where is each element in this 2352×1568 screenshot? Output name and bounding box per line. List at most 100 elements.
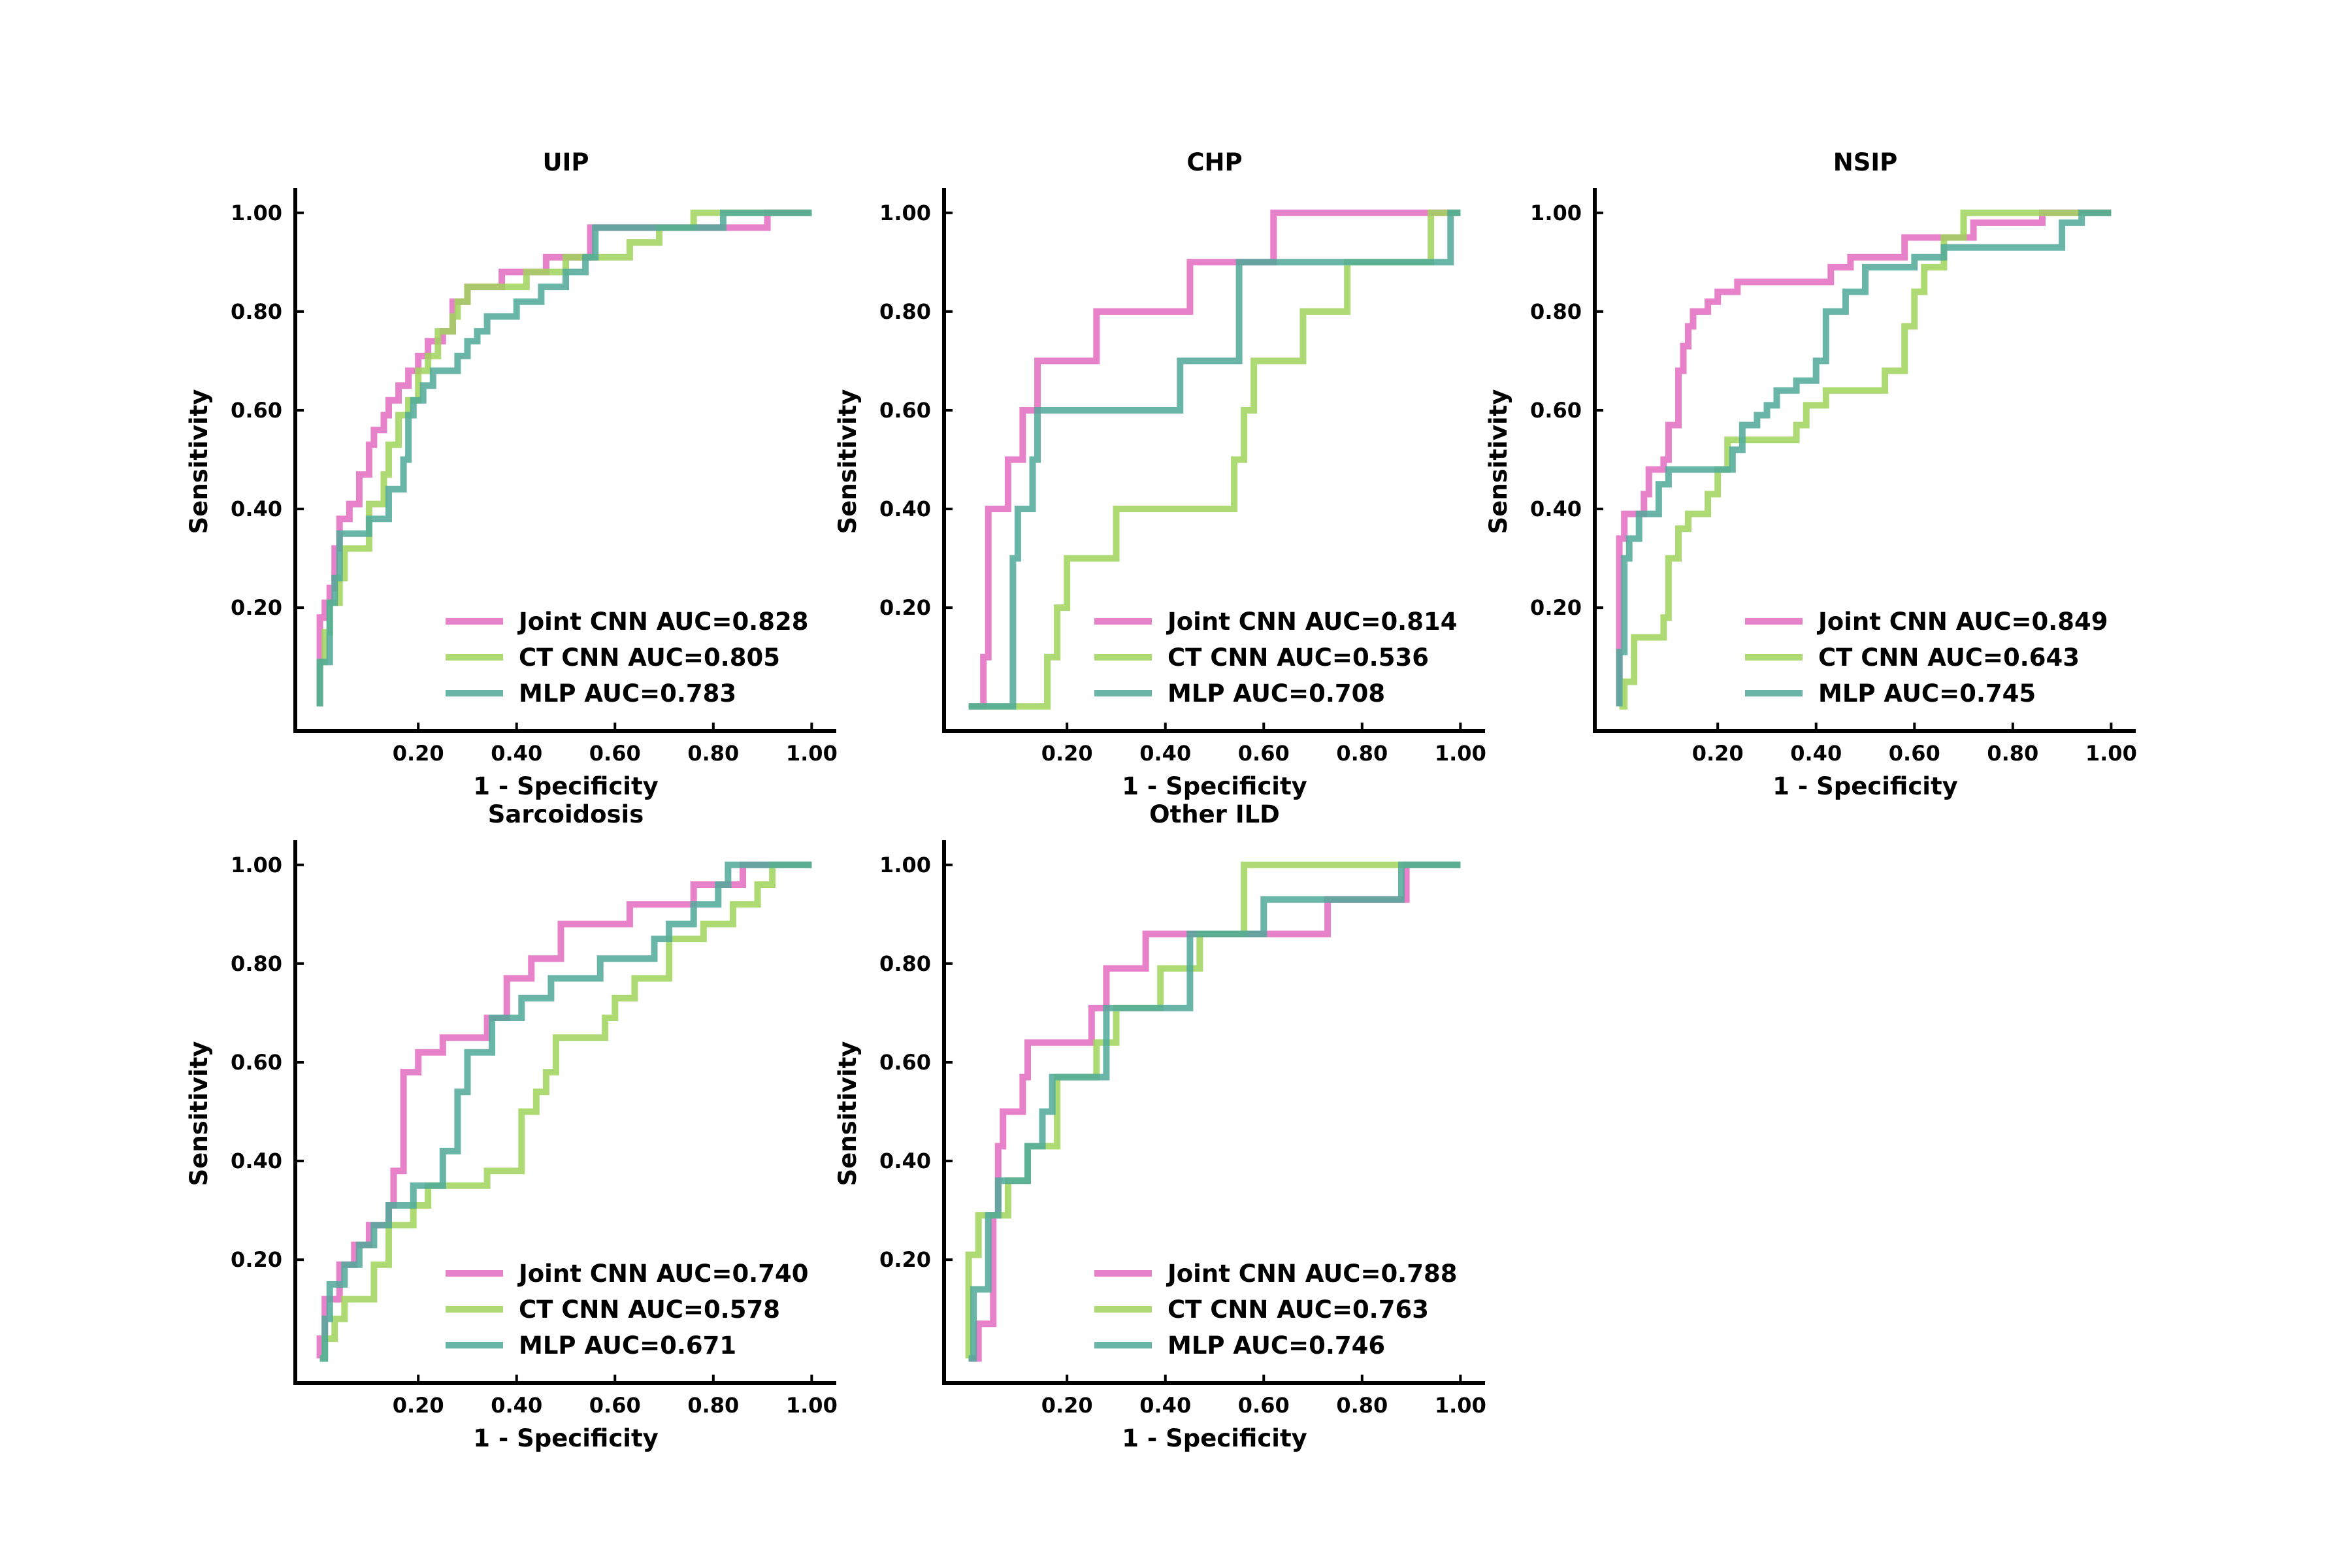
x-tick-label: 0.80 — [687, 741, 739, 766]
y-tick-label: 0.20 — [879, 595, 931, 620]
legend-label: MLP AUC=0.745 — [1818, 679, 2036, 708]
y-tick-label: 0.80 — [879, 951, 931, 976]
series-line-mlp — [319, 861, 812, 1362]
legend: Joint CNN AUC=0.849 CT CNN AUC=0.643 MLP A… — [1745, 608, 2108, 708]
y-tick-label: 1.00 — [231, 853, 282, 877]
x-tick-label: 0.20 — [1692, 741, 1744, 766]
series-line-joint — [968, 209, 1461, 710]
legend-label: Joint CNN AUC=0.849 — [1816, 608, 2108, 636]
chart-title: Other ILD — [1149, 800, 1280, 828]
y-tick-label: 0.40 — [879, 1149, 931, 1173]
x-tick-label: 1.00 — [1435, 741, 1486, 766]
x-tick-label: 0.60 — [1889, 741, 1940, 766]
y-tick-label: 0.60 — [879, 1050, 931, 1075]
y-axis-label: Sensitivity — [834, 389, 862, 534]
y-tick-label: 0.80 — [231, 299, 282, 324]
chart-panel-4: Sarcoidosis 0.20 0.40 0.60 0.80 1.00 0.20 0.40 0… — [185, 800, 838, 1452]
y-tick-label: 1.00 — [1530, 201, 1582, 225]
legend: Joint CNN AUC=0.828 CT CNN AUC=0.805 MLP A… — [446, 608, 808, 708]
x-tick-label: 0.60 — [589, 741, 641, 766]
series-line-ct — [1619, 209, 2112, 710]
legend-label: CT CNN AUC=0.763 — [1168, 1296, 1429, 1324]
x-tick-label: 0.40 — [1139, 741, 1191, 766]
series-line-mlp — [968, 861, 1461, 1362]
series-line-ct — [319, 861, 812, 1362]
y-tick-label: 1.00 — [231, 201, 282, 225]
x-tick-label: 1.00 — [1435, 1393, 1486, 1418]
y-axis-label: Sensitivity — [185, 1041, 213, 1186]
y-axis-label: Sensitivity — [185, 389, 213, 534]
x-tick-label: 0.40 — [1790, 741, 1842, 766]
legend-label: MLP AUC=0.783 — [519, 679, 736, 708]
x-axis-label: 1 - Specificity — [1122, 772, 1307, 800]
chart-title: Sarcoidosis — [488, 800, 644, 828]
legend-label: MLP AUC=0.708 — [1168, 679, 1385, 708]
chart-panel-5: Other ILD 0.20 0.40 0.60 0.80 1.00 0.20 0.40 0.6… — [834, 800, 1486, 1452]
x-tick-label: 0.40 — [1139, 1393, 1191, 1418]
series-line-mlp — [316, 209, 812, 707]
chart-title: CHP — [1186, 148, 1242, 176]
y-tick-label: 0.20 — [1530, 595, 1582, 620]
x-axis-label: 1 - Specificity — [1122, 1424, 1307, 1452]
series-line-ct — [968, 209, 1461, 710]
y-axis-label: Sensitivity — [834, 1041, 862, 1186]
chart-panel-2: CHP 0.20 0.40 0.60 0.80 1.00 0.20 0.40 0.60 0.80 1… — [834, 148, 1486, 800]
chart-panel-1: UIP 0.20 0.40 0.60 0.80 1.00 0.20 0.40 0.60 0.80 1… — [185, 148, 838, 800]
x-axis-label: 1 - Specificity — [473, 1424, 659, 1452]
x-tick-label: 0.40 — [491, 1393, 542, 1418]
y-tick-label: 0.60 — [879, 398, 931, 423]
legend: Joint CNN AUC=0.788 CT CNN AUC=0.763 MLP A… — [1094, 1260, 1457, 1360]
x-tick-label: 0.20 — [1041, 1393, 1093, 1418]
x-tick-label: 1.00 — [786, 1393, 838, 1418]
legend-label: CT CNN AUC=0.643 — [1818, 644, 2080, 672]
x-tick-label: 0.60 — [1238, 741, 1290, 766]
y-tick-label: 0.60 — [231, 1050, 282, 1075]
y-tick-label: 0.20 — [231, 1247, 282, 1272]
chart-title: NSIP — [1833, 148, 1898, 176]
x-tick-label: 0.80 — [687, 1393, 739, 1418]
legend-label: CT CNN AUC=0.805 — [519, 644, 780, 672]
x-tick-label: 0.20 — [1041, 741, 1093, 766]
x-tick-label: 0.80 — [1987, 741, 2038, 766]
x-axis-label: 1 - Specificity — [473, 772, 659, 800]
y-axis-label: Sensitivity — [1484, 389, 1512, 534]
x-axis-label: 1 - Specificity — [1772, 772, 1958, 800]
y-tick-label: 0.60 — [1530, 398, 1582, 423]
y-tick-label: 1.00 — [879, 201, 931, 225]
legend: Joint CNN AUC=0.740 CT CNN AUC=0.578 MLP A… — [446, 1260, 808, 1360]
legend: Joint CNN AUC=0.814 CT CNN AUC=0.536 MLP A… — [1094, 608, 1457, 708]
y-tick-label: 0.40 — [1530, 497, 1582, 521]
y-tick-label: 0.80 — [231, 951, 282, 976]
series-line-joint — [1616, 209, 2112, 707]
x-tick-label: 1.00 — [2085, 741, 2137, 766]
y-tick-label: 0.80 — [879, 299, 931, 324]
x-tick-label: 0.80 — [1336, 741, 1388, 766]
legend-label: MLP AUC=0.671 — [519, 1331, 736, 1360]
x-tick-label: 0.60 — [1238, 1393, 1290, 1418]
y-tick-label: 0.40 — [231, 497, 282, 521]
y-tick-label: 0.20 — [879, 1247, 931, 1272]
legend-label: Joint CNN AUC=0.828 — [517, 608, 808, 636]
x-tick-label: 0.60 — [589, 1393, 641, 1418]
y-tick-label: 0.40 — [879, 497, 931, 521]
y-tick-label: 0.20 — [231, 595, 282, 620]
series-line-mlp — [1616, 209, 2112, 707]
legend-label: CT CNN AUC=0.578 — [519, 1296, 780, 1324]
x-tick-label: 0.20 — [393, 741, 444, 766]
legend-label: Joint CNN AUC=0.814 — [1166, 608, 1457, 636]
x-tick-label: 0.40 — [491, 741, 542, 766]
legend-label: Joint CNN AUC=0.740 — [517, 1260, 808, 1288]
y-tick-label: 1.00 — [879, 853, 931, 877]
chart-title: UIP — [543, 148, 589, 176]
y-tick-label: 0.60 — [231, 398, 282, 423]
chart-panel-3: NSIP 0.20 0.40 0.60 0.80 1.00 0.20 0.40 0.60 0.80… — [1484, 148, 2137, 800]
legend-label: MLP AUC=0.746 — [1168, 1331, 1385, 1360]
x-tick-label: 1.00 — [786, 741, 838, 766]
y-tick-label: 0.80 — [1530, 299, 1582, 324]
series-line-joint — [968, 861, 1461, 1362]
legend-label: Joint CNN AUC=0.788 — [1166, 1260, 1457, 1288]
y-tick-label: 0.40 — [231, 1149, 282, 1173]
legend-label: CT CNN AUC=0.536 — [1168, 644, 1429, 672]
x-tick-label: 0.80 — [1336, 1393, 1388, 1418]
